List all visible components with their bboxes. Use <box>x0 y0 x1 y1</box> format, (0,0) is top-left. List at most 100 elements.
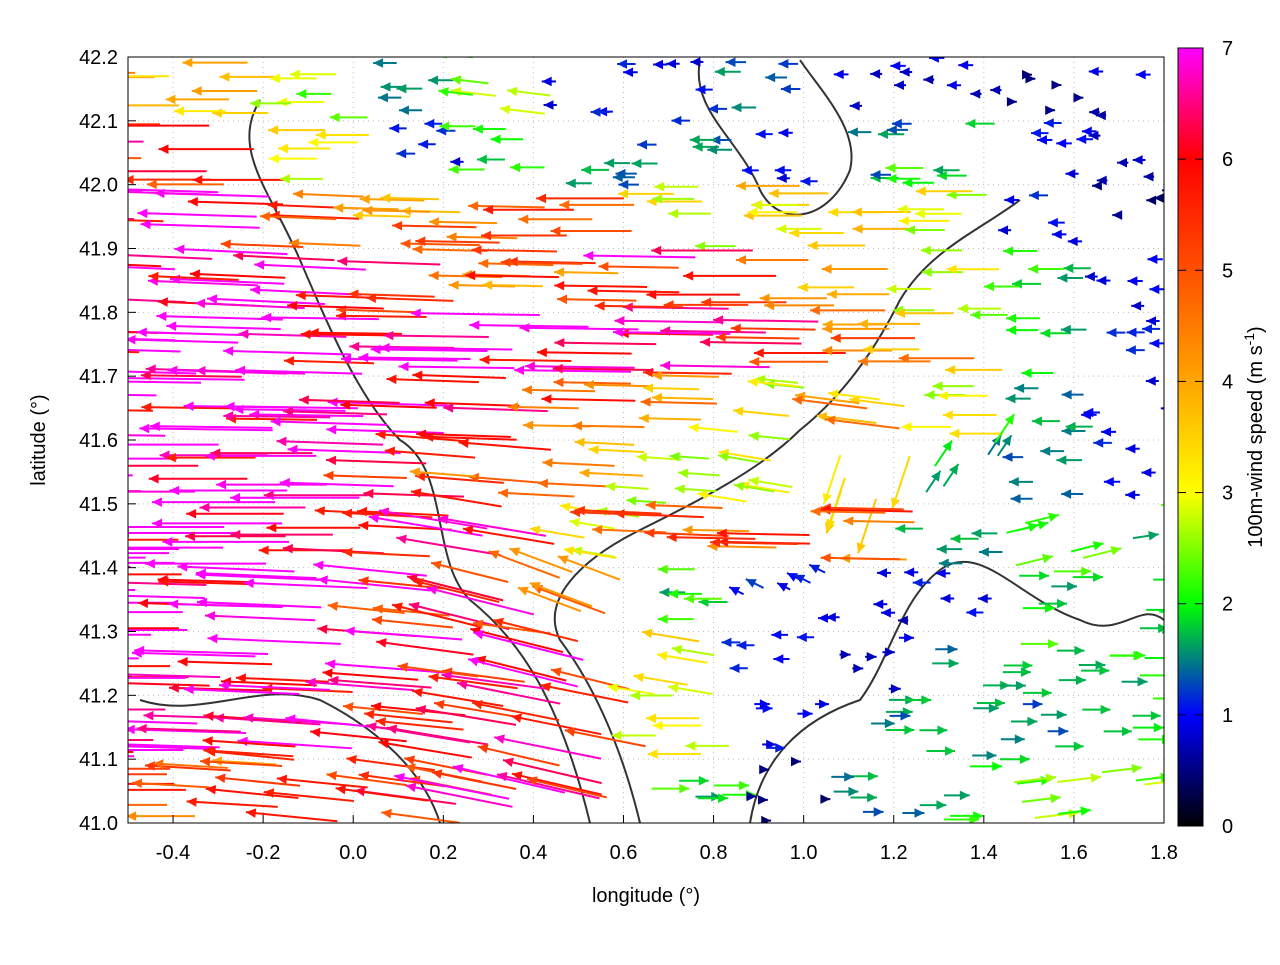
wind-vector-head <box>886 173 897 184</box>
wind-vector <box>747 377 800 388</box>
wind-vector-head <box>970 310 981 320</box>
wind-vector-head <box>519 323 530 333</box>
wind-vector <box>128 348 181 353</box>
wind-vector <box>807 240 866 251</box>
wind-vector <box>745 578 764 589</box>
wind-vector <box>174 106 226 116</box>
wind-vector <box>932 658 959 669</box>
wind-vector <box>223 346 352 356</box>
wind-vector <box>572 421 645 431</box>
wind-vector-head <box>1022 660 1033 671</box>
wind-vector-head <box>205 785 217 795</box>
wind-vector-head <box>380 82 391 92</box>
wind-vector <box>416 429 511 439</box>
wind-vector-head <box>614 316 625 326</box>
wind-vector <box>148 271 239 282</box>
wind-vector <box>1058 675 1086 685</box>
wind-vector-shaft <box>200 760 283 767</box>
wind-vector-head <box>0 263 3 273</box>
wind-vector <box>1021 793 1061 804</box>
y-tick-label: 41.4 <box>79 558 118 580</box>
wind-vector <box>791 756 801 767</box>
wind-vector <box>128 170 207 173</box>
wind-vector <box>895 308 954 319</box>
wind-vector <box>490 134 524 145</box>
wind-vector-head <box>1101 427 1112 437</box>
wind-vector <box>358 576 444 590</box>
wind-vector <box>994 413 1016 444</box>
wind-vector <box>1056 138 1072 149</box>
wind-vector <box>469 320 589 330</box>
wind-vector <box>925 470 942 493</box>
wind-vector <box>729 663 748 674</box>
wind-vector-head <box>424 118 435 129</box>
wind-vector <box>396 83 423 94</box>
wind-vector-head <box>936 170 947 181</box>
wind-vector <box>559 200 635 210</box>
wind-vector <box>831 772 855 782</box>
wind-vector-shaft <box>233 254 335 262</box>
wind-vector-head <box>177 562 188 572</box>
wind-vector-head <box>873 807 884 817</box>
wind-vector-head <box>897 204 908 215</box>
wind-vector-head <box>323 470 334 481</box>
wind-vector-head <box>551 667 562 677</box>
wind-vector <box>471 245 557 255</box>
wind-vector-head <box>144 558 155 569</box>
wind-vector-head <box>541 76 552 87</box>
wind-vector-shaft <box>156 314 283 321</box>
wind-vector-head <box>408 601 420 612</box>
wind-vector <box>554 280 648 291</box>
wind-vector-head <box>636 452 647 463</box>
wind-vector-head <box>212 108 222 118</box>
wind-vector <box>637 139 657 150</box>
wind-vector-head <box>637 139 648 150</box>
wind-vector <box>479 355 572 365</box>
wind-vector-head <box>1090 773 1101 783</box>
wind-vector <box>843 516 915 526</box>
wind-vector <box>202 736 296 748</box>
wind-vector-head <box>325 659 336 669</box>
wind-vector <box>317 575 431 592</box>
wind-vector-head <box>1168 380 1178 390</box>
wind-vector <box>1091 180 1102 191</box>
wind-vector <box>270 416 388 427</box>
y-tick-label: 41.6 <box>79 430 118 452</box>
wind-vector-head <box>895 308 906 319</box>
wind-vector <box>890 61 906 71</box>
wind-vector <box>415 471 504 484</box>
wind-vector-shaft <box>494 736 602 760</box>
wind-vector-shaft <box>158 580 252 586</box>
wind-vector-head <box>412 687 423 698</box>
wind-vector <box>368 513 483 537</box>
wind-vector <box>212 108 269 118</box>
wind-vector <box>630 690 673 701</box>
wind-vector-head <box>529 581 541 591</box>
wind-vector <box>653 59 668 70</box>
wind-vector <box>1126 327 1145 338</box>
wind-vector <box>1000 734 1025 744</box>
wind-vector-shaft <box>498 491 575 498</box>
wind-vector-head <box>216 479 227 490</box>
wind-vector <box>996 434 1013 457</box>
wind-vector-head <box>959 790 970 801</box>
wind-vector-head <box>165 94 176 105</box>
wind-vector-shaft <box>583 254 696 259</box>
wind-vector-shaft <box>820 506 904 511</box>
wind-vector-head <box>666 58 677 69</box>
wind-vector <box>965 118 995 129</box>
wind-vector-head <box>611 730 622 741</box>
wind-vector <box>1096 275 1111 286</box>
wind-vector-head <box>195 568 207 579</box>
wind-vector <box>6 285 114 295</box>
wind-vector <box>342 547 430 558</box>
wind-vector-head <box>1056 138 1067 149</box>
wind-vector-head <box>957 303 968 314</box>
wind-vector-shaft <box>423 435 517 441</box>
wind-vector <box>651 392 713 403</box>
wind-vector-head <box>1067 236 1078 247</box>
wind-vector <box>856 498 878 554</box>
wind-vector-head <box>57 544 67 554</box>
wind-vector-shaft <box>223 414 331 419</box>
colorbar-label-end: ) <box>1245 326 1267 333</box>
